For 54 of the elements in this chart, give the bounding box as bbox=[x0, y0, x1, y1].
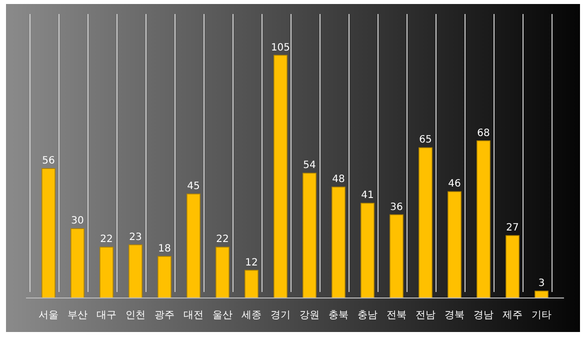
data-label: 3 bbox=[538, 278, 545, 290]
x-tick-label: 기타 bbox=[532, 310, 552, 321]
data-label: 48 bbox=[332, 174, 345, 186]
bar bbox=[418, 147, 432, 298]
data-label: 105 bbox=[270, 42, 290, 54]
x-tick-label: 광주 bbox=[154, 310, 174, 321]
x-tick-label: 전남 bbox=[416, 310, 436, 321]
bar bbox=[302, 172, 316, 298]
data-label: 45 bbox=[187, 180, 200, 192]
data-label: 23 bbox=[129, 232, 142, 243]
data-label: 22 bbox=[100, 234, 113, 246]
x-tick-label: 경기 bbox=[270, 310, 290, 321]
x-tick-label: 경남 bbox=[474, 310, 494, 321]
x-tick-label: 전북 bbox=[386, 310, 407, 321]
bar bbox=[360, 202, 374, 298]
x-tick-label: 서울 bbox=[38, 310, 58, 321]
bar bbox=[390, 214, 404, 298]
data-label: 46 bbox=[448, 178, 461, 190]
x-tick-label: 울산 bbox=[212, 310, 232, 321]
data-label: 27 bbox=[506, 222, 519, 234]
bar bbox=[100, 246, 114, 298]
bar bbox=[476, 140, 490, 298]
bar bbox=[332, 186, 346, 298]
bar bbox=[158, 256, 172, 298]
x-tick-label: 경북 bbox=[444, 310, 465, 321]
x-tick-label: 강원 bbox=[300, 310, 320, 321]
data-label: 22 bbox=[216, 234, 229, 246]
data-label: 18 bbox=[158, 243, 171, 254]
data-label: 41 bbox=[361, 190, 374, 202]
x-tick-label: 부산 bbox=[67, 310, 88, 321]
data-label: 30 bbox=[71, 216, 84, 227]
x-tick-label: 대구 bbox=[96, 310, 116, 321]
bar bbox=[70, 228, 84, 298]
x-tick-label: 세종 bbox=[241, 310, 262, 321]
x-tick-label: 제주 bbox=[502, 310, 523, 321]
x-tick-label: 인천 bbox=[125, 310, 146, 321]
x-tick-label: 충남 bbox=[358, 310, 378, 321]
x-tick-label: 대전 bbox=[183, 310, 204, 321]
bar bbox=[274, 54, 288, 298]
bar bbox=[42, 168, 56, 298]
data-label: 54 bbox=[303, 160, 316, 172]
bar bbox=[186, 194, 200, 298]
data-label: 68 bbox=[477, 128, 490, 139]
bar bbox=[128, 244, 142, 298]
bar bbox=[216, 246, 230, 298]
data-label: 12 bbox=[245, 257, 258, 268]
bar bbox=[506, 235, 520, 298]
bar bbox=[244, 270, 258, 298]
bar bbox=[448, 191, 462, 298]
data-label: 56 bbox=[42, 156, 55, 167]
x-tick-label: 충북 bbox=[328, 310, 349, 321]
data-label: 36 bbox=[390, 202, 403, 213]
data-label: 65 bbox=[419, 134, 432, 146]
bar bbox=[534, 290, 548, 298]
